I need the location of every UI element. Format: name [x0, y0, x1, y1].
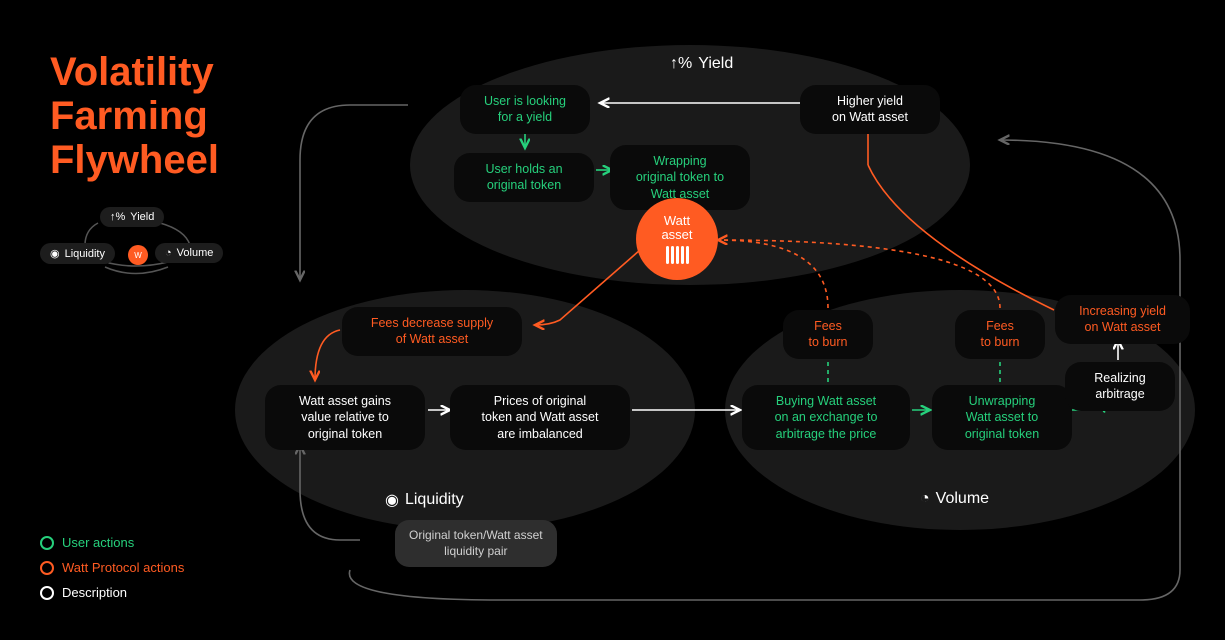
diagram-title: VolatilityFarmingFlywheel [50, 50, 219, 182]
mini-map: ↑% Yield ◉ Liquidity W ◔ Volume [40, 205, 240, 285]
center-label: Wattasset [661, 214, 692, 243]
liquidity-icon: ◉ [385, 490, 399, 510]
legend: User actions Watt Protocol actions Descr… [40, 535, 184, 600]
mini-liquidity-label: Liquidity [65, 248, 105, 260]
volume-icon: ◔ [920, 490, 930, 508]
zone-label-yield: ↑% Yield [670, 55, 733, 73]
legend-dot-white [40, 586, 54, 600]
zone-label-liquidity: ◉ Liquidity [385, 490, 464, 510]
mini-center-icon: W [128, 245, 148, 265]
node-n10: Realizingarbitrage [1065, 362, 1175, 411]
yield-icon: ↑% [670, 55, 692, 73]
node-n5: Fees decrease supplyof Watt asset [342, 307, 522, 356]
node-n9: UnwrappingWatt asset tooriginal token [932, 385, 1072, 450]
edge-19 [300, 105, 408, 280]
node-n2: User holds anoriginal token [454, 153, 594, 202]
mini-volume-label: Volume [177, 247, 214, 259]
legend-dot-green [40, 536, 54, 550]
watt-bars-icon [666, 246, 689, 264]
legend-desc: Description [40, 585, 184, 600]
node-n4: Higher yieldon Watt asset [800, 85, 940, 134]
node-n7: Prices of originaltoken and Watt assetar… [450, 385, 630, 450]
node-n12: Feesto burn [783, 310, 873, 359]
liquidity-icon: ◉ [50, 247, 60, 260]
legend-protocol-label: Watt Protocol actions [62, 560, 184, 575]
legend-desc-label: Description [62, 585, 127, 600]
mini-yield-label: Yield [130, 211, 154, 223]
liquidity-pair-pill: Original token/Watt assetliquidity pair [395, 520, 557, 567]
mini-yield: ↑% Yield [100, 207, 164, 227]
legend-user: User actions [40, 535, 184, 550]
watt-asset-center: Wattasset [636, 198, 718, 280]
yield-icon: ↑% [110, 211, 125, 223]
legend-dot-orange [40, 561, 54, 575]
legend-user-label: User actions [62, 535, 134, 550]
mini-liquidity: ◉ Liquidity [40, 243, 115, 264]
node-n6: Watt asset gainsvalue relative toorigina… [265, 385, 425, 450]
node-n8: Buying Watt asseton an exchange toarbitr… [742, 385, 910, 450]
mini-volume: ◔ Volume [155, 243, 223, 263]
volume-icon: ◔ [165, 247, 172, 259]
node-n11: Increasing yieldon Watt asset [1055, 295, 1190, 344]
node-n13: Feesto burn [955, 310, 1045, 359]
legend-protocol: Watt Protocol actions [40, 560, 184, 575]
zone-label-volume: ◔ Volume [920, 490, 989, 508]
node-n1: User is lookingfor a yield [460, 85, 590, 134]
